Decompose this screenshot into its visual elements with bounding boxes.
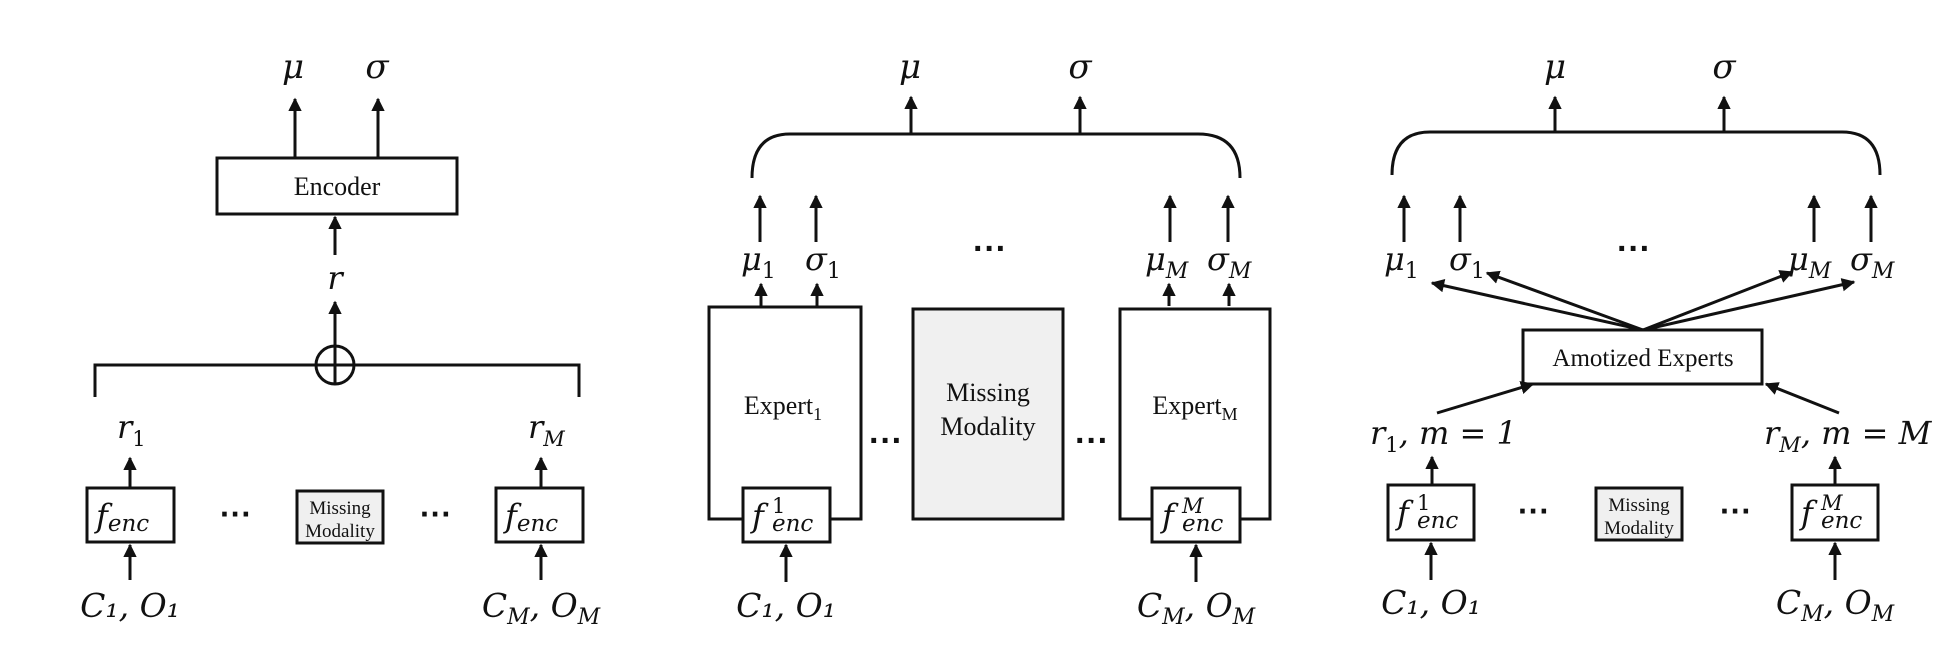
expert-first-label: Expert1 [744, 391, 822, 424]
ellipsis-left: ··· [869, 422, 903, 460]
expert-first-box [707, 305, 863, 521]
input-last-label: CM, OM [1137, 586, 1256, 630]
ellipsis-right: ··· [1075, 422, 1109, 460]
encoder-first-box [1386, 483, 1476, 542]
input-last-label: CM, OM [482, 586, 601, 630]
missing-modality-box [1594, 486, 1684, 542]
r-first-label: r1 [117, 408, 146, 451]
sigma-label: σ [1712, 47, 1736, 87]
mu-first-label: μ1 [741, 240, 776, 284]
r-last-label: rM [528, 408, 565, 451]
amortized-experts-box [1521, 328, 1764, 386]
sigma-label: σ [365, 47, 389, 87]
combination-brace [750, 132, 1242, 179]
input-first-label: C₁, O₁ [80, 586, 180, 625]
sigma-last-label: σM [1207, 240, 1252, 284]
missing-modality-line2: Modality [305, 521, 375, 542]
mu-label: μ [282, 47, 304, 87]
encoder-last-box [1150, 486, 1242, 544]
mu-label: μ [1544, 47, 1566, 87]
ellipsis-right: ··· [420, 496, 452, 532]
encoder-last-box [1790, 483, 1880, 542]
mu-last-label: μM [1145, 240, 1189, 284]
mu-label: μ [899, 47, 921, 87]
missing-modality-line2: Modality [1604, 518, 1674, 539]
missing-modality-box [295, 489, 385, 545]
r-label: r [327, 259, 344, 297]
panel-mixture-of-experts: μ σ μ1 σ1 μM σM ··· Expert1 f 1 enc Missin… [707, 47, 1272, 630]
input-last-label: CM, OM [1776, 583, 1895, 627]
amortized-experts-label: Amotized Experts [1552, 345, 1733, 372]
mu-last-label: μM [1788, 240, 1832, 284]
ellipsis-left: ··· [1518, 493, 1550, 529]
combination-brace [1390, 130, 1882, 176]
sigma-first-label: σ1 [1449, 240, 1485, 284]
panel-concatenation: μ σ Encoder r r1 rM fenc fenc Missing Mo… [80, 47, 601, 630]
mu-first-label: μ1 [1384, 240, 1419, 284]
sigma-first-label: σ1 [805, 240, 841, 284]
missing-modality-line1: Missing [946, 378, 1030, 407]
missing-modality-line1: Missing [309, 498, 371, 519]
ellipsis-left: ··· [220, 496, 252, 532]
panel-amortized-experts: μ σ μ1 σ1 μM σM ··· Amotized Experts r1,… [1370, 47, 1933, 627]
encoder-box [215, 156, 459, 216]
sigma-label: σ [1068, 47, 1092, 87]
encoder-last-box [494, 486, 585, 544]
missing-modality-line2: Modality [940, 412, 1035, 441]
expert-last-label: ExpertM [1152, 391, 1237, 424]
input-first-label: C₁, O₁ [736, 586, 836, 625]
r-first-label: r1, m = 1 [1370, 414, 1517, 457]
missing-modality-box [911, 307, 1065, 521]
encoder-first-box [85, 486, 176, 544]
sigma-last-label: σM [1850, 240, 1895, 284]
ellipsis-top: ··· [973, 230, 1007, 268]
r-last-label: rM, m = M [1764, 414, 1933, 457]
input-first-label: C₁, O₁ [1381, 583, 1481, 622]
encoder-first-box [741, 486, 832, 544]
expert-last-box [1118, 307, 1272, 521]
ellipsis-top: ··· [1617, 230, 1651, 268]
encoder-label: Encoder [294, 172, 381, 201]
ellipsis-right: ··· [1720, 493, 1752, 529]
missing-modality-line1: Missing [1608, 495, 1670, 516]
